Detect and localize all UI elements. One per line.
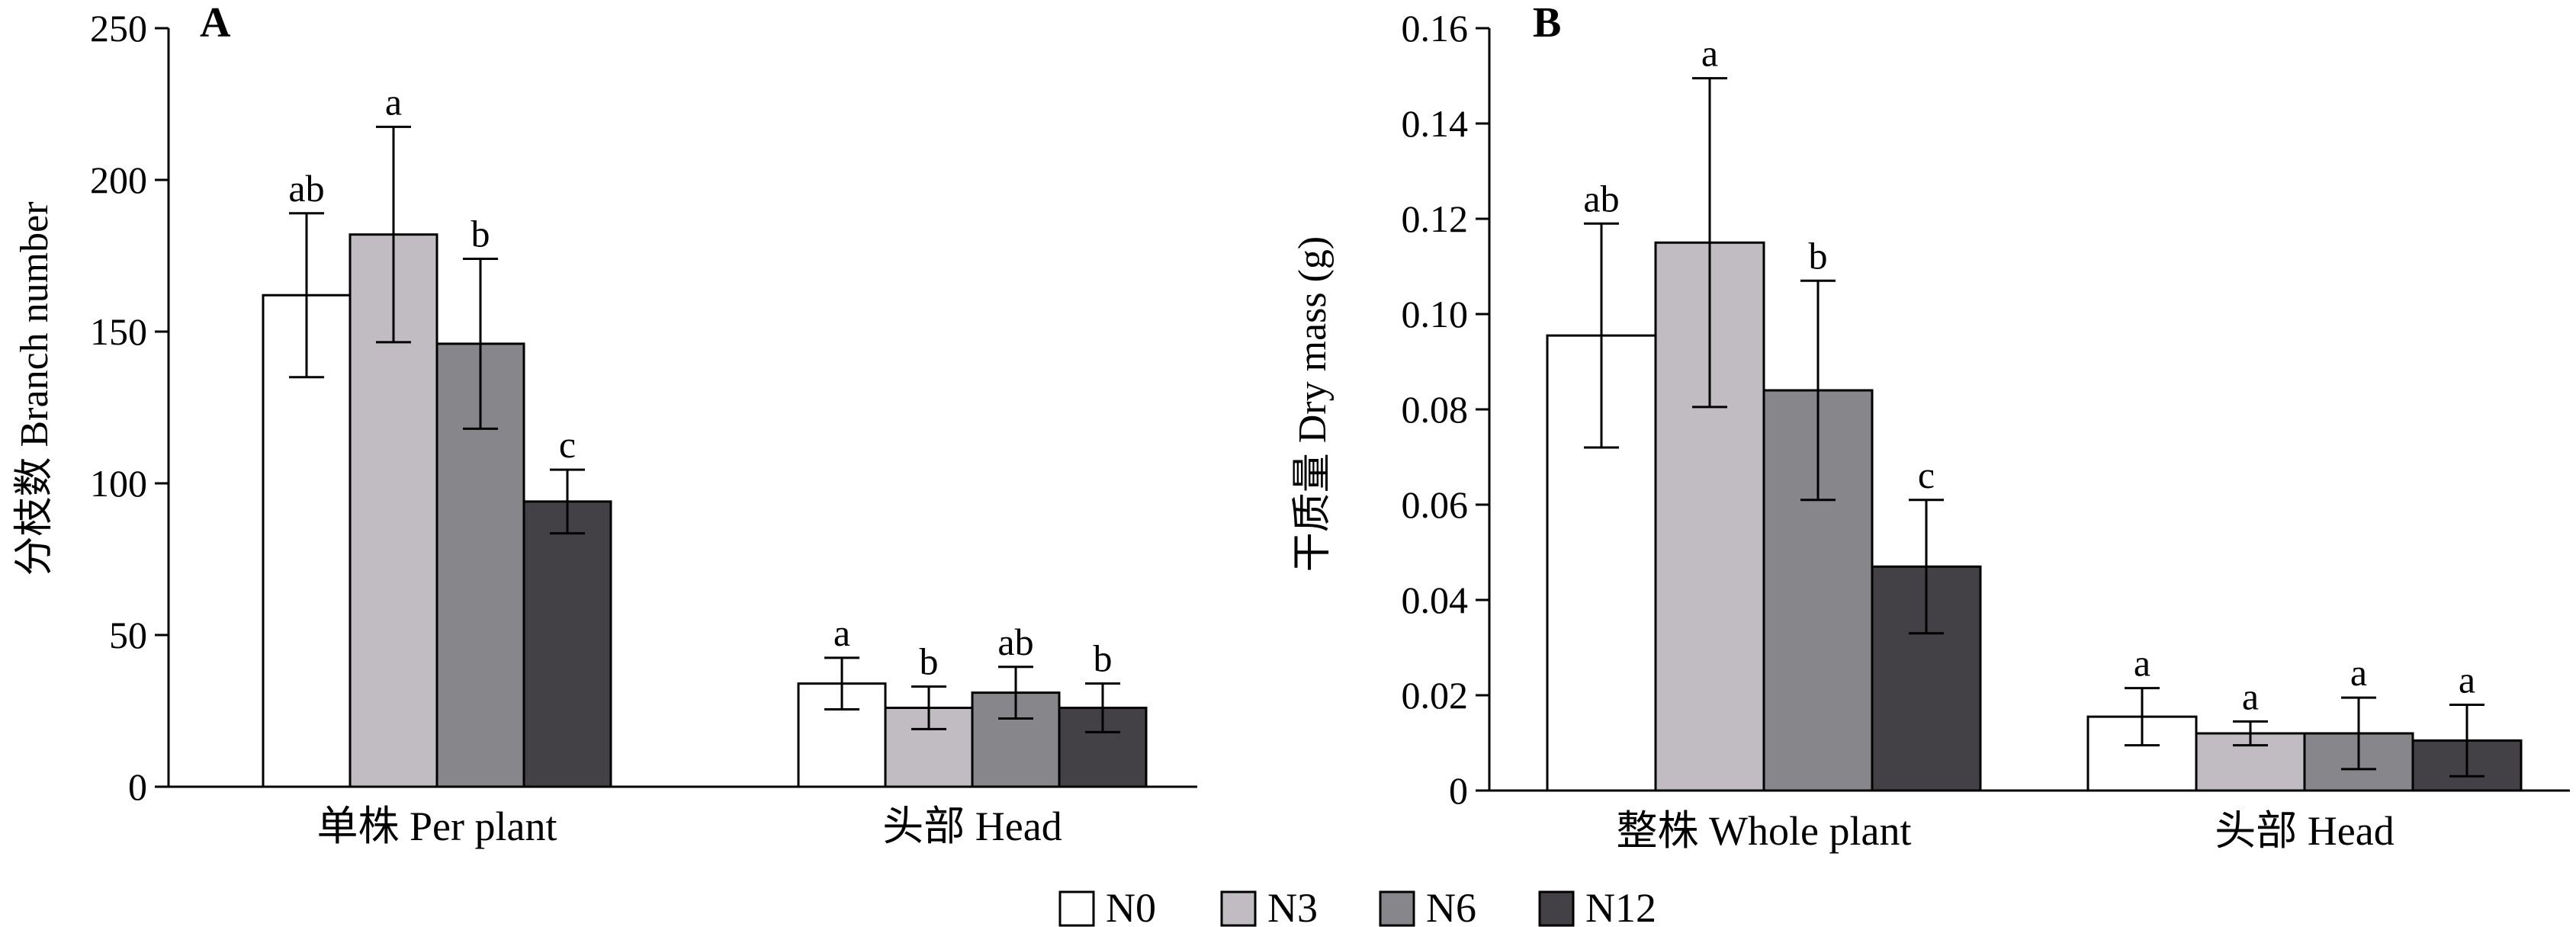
panel-a-y-axis-title: 分枝数 Branch number bbox=[13, 201, 56, 576]
legend-label-n3: N3 bbox=[1267, 885, 1318, 927]
legend-label-n12: N12 bbox=[1585, 885, 1656, 927]
x-category-label: 整株 Whole plant bbox=[1617, 808, 1912, 854]
y-tick-label: 0.14 bbox=[1402, 102, 1469, 145]
y-tick-label: 0 bbox=[128, 765, 147, 808]
legend: N0 N3 N6 N12 bbox=[1058, 885, 1656, 927]
significance-letter: b bbox=[920, 640, 939, 683]
significance-letter: a bbox=[385, 80, 402, 123]
significance-letter: ab bbox=[1583, 177, 1619, 220]
significance-letter: a bbox=[2459, 659, 2475, 701]
significance-letter: a bbox=[1701, 32, 1718, 75]
panel-b-chart: B 干质量 Dry mass (g) 0 0.02 0.04 0.06 0.08 0.10… bbox=[1291, 0, 2570, 854]
bar-n3 bbox=[884, 707, 974, 788]
significance-letter: a bbox=[834, 611, 850, 654]
legend-swatch-n12 bbox=[1538, 890, 1575, 927]
y-tick-label: 200 bbox=[90, 159, 147, 201]
panel-b-letter: B bbox=[1533, 0, 1561, 47]
significance-letter: c bbox=[559, 423, 576, 466]
y-tick-label: 100 bbox=[90, 462, 147, 505]
significance-letter: a bbox=[2134, 642, 2150, 685]
x-category-label: 头部 Head bbox=[882, 804, 1062, 849]
y-tick-label: 0.06 bbox=[1402, 483, 1469, 526]
y-tick-label: 0.10 bbox=[1402, 293, 1469, 335]
panel-a-letter: A bbox=[200, 0, 231, 47]
legend-swatch-n3 bbox=[1220, 890, 1257, 927]
x-category-label: 单株 Per plant bbox=[317, 804, 557, 849]
y-tick-label: 250 bbox=[90, 7, 147, 50]
y-tick-label: 0.16 bbox=[1402, 7, 1469, 50]
y-tick-label: 150 bbox=[90, 310, 147, 353]
significance-letter: ab bbox=[997, 621, 1033, 663]
y-tick-label: 0.02 bbox=[1402, 674, 1469, 717]
y-tick-label: 0.12 bbox=[1402, 197, 1469, 240]
legend-swatch-n0 bbox=[1058, 890, 1095, 927]
legend-label-n6: N6 bbox=[1426, 885, 1476, 927]
y-tick-label: 50 bbox=[109, 614, 147, 656]
y-tick-label: 0.08 bbox=[1402, 388, 1469, 431]
legend-swatch-n6 bbox=[1379, 890, 1415, 927]
significance-letter: b bbox=[1094, 637, 1113, 680]
bar-n12 bbox=[522, 500, 612, 788]
y-tick-label: 0 bbox=[1449, 769, 1468, 812]
panel-a-chart: A 分枝数 Branch number 050100150200250ababc… bbox=[13, 0, 1197, 849]
significance-letter: ab bbox=[288, 167, 324, 210]
panel-b-y-axis-title: 干质量 Dry mass (g) bbox=[1291, 236, 1335, 573]
significance-letter: b bbox=[471, 212, 490, 255]
y-tick-label: 0.04 bbox=[1402, 579, 1469, 621]
x-category-label: 头部 Head bbox=[2215, 808, 2394, 854]
legend-label-n0: N0 bbox=[1106, 885, 1156, 927]
significance-letter: a bbox=[2350, 651, 2367, 694]
significance-letter: a bbox=[2242, 675, 2259, 717]
significance-letter: b bbox=[1809, 234, 1828, 277]
significance-letter: c bbox=[1918, 454, 1935, 496]
